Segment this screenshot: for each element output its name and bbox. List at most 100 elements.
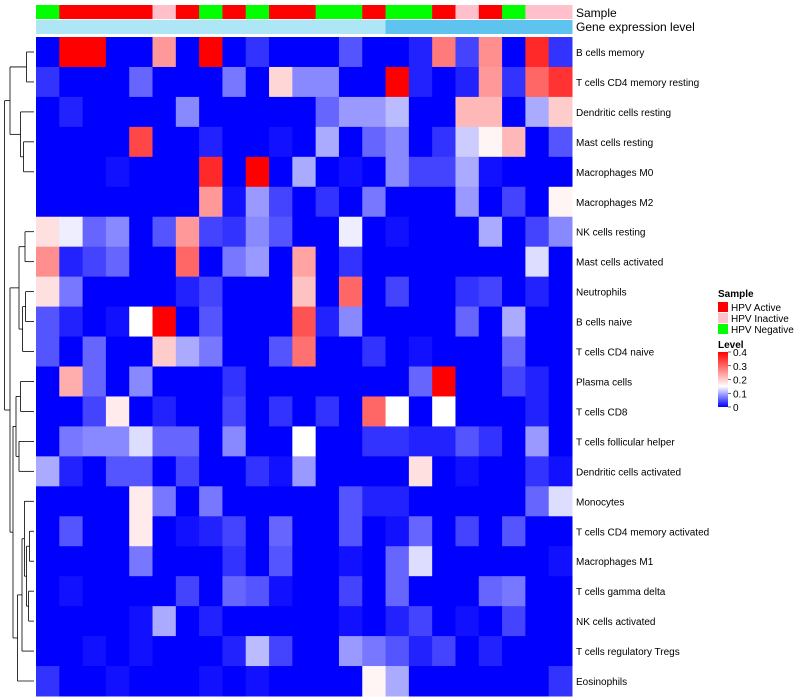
heatmap-cell <box>338 37 363 68</box>
row-label: Plasma cells <box>576 377 632 388</box>
heatmap-cell <box>82 246 107 278</box>
heatmap-cell <box>385 576 410 607</box>
heatmap-cell <box>59 396 84 427</box>
heatmap-cell <box>502 66 526 98</box>
heatmap-cell <box>129 126 154 158</box>
heatmap-cell <box>105 246 130 278</box>
row-label: Neutrophils <box>576 288 627 299</box>
heatmap-cell <box>199 396 223 427</box>
gene-expression-annotation-cell <box>82 20 107 34</box>
heatmap-cell <box>36 276 60 308</box>
heatmap-cell <box>338 636 363 667</box>
row-label: Macrophages M1 <box>576 557 654 568</box>
heatmap-cell <box>385 666 410 697</box>
heatmap-cell <box>525 516 550 547</box>
heatmap-cell <box>82 636 107 667</box>
heatmap-cell <box>362 306 387 338</box>
heatmap-cell <box>175 336 200 367</box>
heatmap-cell <box>455 306 480 338</box>
heatmap-cell <box>502 306 526 338</box>
heatmap-cell <box>245 576 270 607</box>
heatmap-cell <box>199 576 223 607</box>
heatmap-cell <box>36 516 60 547</box>
heatmap-cell <box>269 186 293 218</box>
heatmap-cell <box>432 306 456 338</box>
gene-expression-annotation-cell <box>36 20 60 34</box>
heatmap-cell <box>478 516 503 547</box>
row-label: NK cells resting <box>576 228 645 239</box>
heatmap-cell <box>315 486 340 517</box>
legend-swatch <box>718 313 728 323</box>
heatmap-cell <box>245 666 270 697</box>
gene-expression-annotation-cell <box>199 20 223 34</box>
heatmap-cell <box>59 486 84 517</box>
heatmap-cell <box>408 456 433 487</box>
heatmap-cell <box>105 456 130 487</box>
heatmap-cell <box>338 336 363 367</box>
heatmap-cell <box>385 426 410 457</box>
heatmap-cell <box>408 336 433 367</box>
heatmap-cell <box>478 576 503 607</box>
heatmap-cell <box>408 636 433 667</box>
heatmap-cell <box>152 606 177 637</box>
heatmap-cell <box>455 666 480 697</box>
heatmap-cell <box>502 276 526 308</box>
heatmap-cell <box>455 636 480 667</box>
heatmap-cell <box>362 37 387 68</box>
heatmap-cell <box>408 486 433 517</box>
row-label: Mast cells resting <box>576 138 653 149</box>
heatmap-cell <box>502 666 526 697</box>
heatmap-cell <box>315 37 340 68</box>
heatmap-cell <box>222 276 247 308</box>
gene-expression-annotation-cell <box>362 20 387 34</box>
heatmap-cell <box>152 666 177 697</box>
heatmap-cell <box>362 336 387 367</box>
heatmap-cell <box>408 126 433 158</box>
heatmap-cell <box>315 216 340 248</box>
heatmap-cell <box>525 576 550 607</box>
sample-annotation-cell <box>315 5 340 19</box>
heatmap-cell <box>105 37 130 68</box>
heatmap-cell <box>338 246 363 278</box>
heatmap-cell <box>338 156 363 188</box>
heatmap-cell <box>315 516 340 547</box>
heatmap-cell <box>385 396 410 427</box>
heatmap-cell <box>338 276 363 308</box>
heatmap-cell <box>36 576 60 607</box>
heatmap-cell <box>502 216 526 248</box>
heatmap-cell <box>222 336 247 367</box>
heatmap-cell <box>292 516 317 547</box>
heatmap-cell <box>362 366 387 397</box>
sample-annotation-cell <box>408 5 433 19</box>
legend-label: HPV Active <box>731 303 781 314</box>
heatmap-cell <box>245 546 270 577</box>
heatmap-cell <box>362 396 387 427</box>
gene-expression-annotation-cell <box>455 20 480 34</box>
heatmap-cell <box>315 186 340 218</box>
heatmap-cell <box>502 546 526 577</box>
heatmap-cell <box>292 396 317 427</box>
heatmap-cell <box>385 366 410 397</box>
heatmap-cell <box>455 276 480 308</box>
heatmap-cell <box>59 636 84 667</box>
gene-expression-annotation-cell <box>315 20 340 34</box>
heatmap-cell <box>338 306 363 338</box>
heatmap-cell <box>548 96 573 128</box>
heatmap-cell <box>315 606 340 637</box>
heatmap-cell <box>129 666 154 697</box>
heatmap-cell <box>548 156 573 188</box>
heatmap-cell <box>338 216 363 248</box>
heatmap-cell <box>129 516 154 547</box>
heatmap-cell <box>269 666 293 697</box>
heatmap-cell <box>152 546 177 577</box>
heatmap-cell <box>36 156 60 188</box>
heatmap-cell <box>408 366 433 397</box>
heatmap-cell <box>175 156 200 188</box>
sample-annotation-cell <box>199 5 223 19</box>
sample-annotation-cell <box>269 5 293 19</box>
heatmap-cell <box>455 366 480 397</box>
heatmap-cell <box>385 306 410 338</box>
heatmap-cell <box>292 216 317 248</box>
heatmap-cell <box>175 306 200 338</box>
